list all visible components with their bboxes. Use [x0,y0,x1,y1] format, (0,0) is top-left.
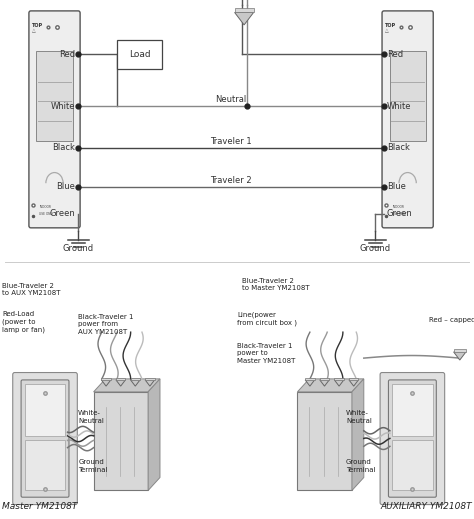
Text: Red-Load
(power to
lamp or fan): Red-Load (power to lamp or fan) [2,311,46,333]
Text: Load: Load [129,50,151,59]
Text: White-
Neutral: White- Neutral [346,410,372,424]
FancyBboxPatch shape [13,373,77,504]
Bar [298,392,352,490]
Polygon shape [148,379,160,490]
Polygon shape [235,12,254,25]
Bar [454,349,466,352]
Text: Red: Red [59,50,75,59]
Bar [36,51,73,141]
Polygon shape [101,380,111,386]
Text: Master YM2108T: Master YM2108T [2,502,78,511]
Polygon shape [298,379,364,392]
Text: Ground: Ground [360,244,391,253]
Bar [305,378,315,380]
FancyBboxPatch shape [388,380,436,497]
Bar [130,378,140,380]
Text: Black: Black [53,143,75,153]
Text: White: White [51,102,75,111]
Bar [145,378,155,380]
FancyBboxPatch shape [21,380,69,497]
Text: Blue: Blue [56,182,75,192]
Text: Blue-Traveler 2
to AUX YM2108T: Blue-Traveler 2 to AUX YM2108T [2,283,61,296]
Bar [235,8,254,12]
Text: White-
Neutral: White- Neutral [78,410,104,424]
Text: USE ONLY: USE ONLY [39,212,54,216]
Polygon shape [116,380,126,386]
FancyBboxPatch shape [382,11,433,228]
Polygon shape [94,379,160,392]
Bar [390,51,426,141]
Text: Black: Black [387,143,410,153]
Polygon shape [320,380,329,386]
Text: Ground
Terminal: Ground Terminal [346,459,375,473]
Bar [334,378,344,380]
Polygon shape [349,380,358,386]
Text: Ground
Terminal: Ground Terminal [78,459,108,473]
Text: △: △ [385,29,389,33]
Bar [117,40,162,69]
Text: △: △ [32,29,36,33]
Bar [320,378,329,380]
Text: Traveler 1: Traveler 1 [210,136,252,146]
Polygon shape [130,380,140,386]
Text: Blue-Traveler 2
to Master YM2108T: Blue-Traveler 2 to Master YM2108T [242,278,310,291]
Polygon shape [305,380,315,386]
Bar [25,440,65,490]
Text: Line(power
from circuit box ): Line(power from circuit box ) [237,311,297,326]
Text: Ground: Ground [63,244,94,253]
Text: Black-Traveler 1
power from
AUX YM2108T: Black-Traveler 1 power from AUX YM2108T [78,314,134,335]
Bar [25,384,65,436]
Text: Red – capped: Red – capped [429,317,474,323]
Bar [101,378,111,380]
Text: Blue: Blue [387,182,406,192]
Bar [116,378,126,380]
Text: Traveler 2: Traveler 2 [210,175,252,185]
Polygon shape [334,380,344,386]
Bar [392,440,432,490]
Text: Black-Traveler 1
power to
Master YM2108T: Black-Traveler 1 power to Master YM2108T [237,343,295,363]
Polygon shape [145,380,155,386]
Polygon shape [454,352,466,360]
FancyBboxPatch shape [380,373,445,504]
Text: INDOOR: INDOOR [392,205,404,209]
Text: Green: Green [387,209,412,218]
Text: AUXILIARY YM2108T: AUXILIARY YM2108T [380,502,472,511]
Polygon shape [352,379,364,490]
Bar [94,392,148,490]
Text: TOP: TOP [32,23,43,28]
Text: INDOOR: INDOOR [39,205,51,209]
Bar [392,384,432,436]
Text: TOP: TOP [385,23,396,28]
Text: Neutral: Neutral [216,95,246,104]
Text: White: White [387,102,411,111]
Text: USE ONLY: USE ONLY [392,212,407,216]
Bar [349,378,358,380]
Text: Red: Red [387,50,403,59]
FancyBboxPatch shape [29,11,80,228]
Text: Green: Green [50,209,75,218]
